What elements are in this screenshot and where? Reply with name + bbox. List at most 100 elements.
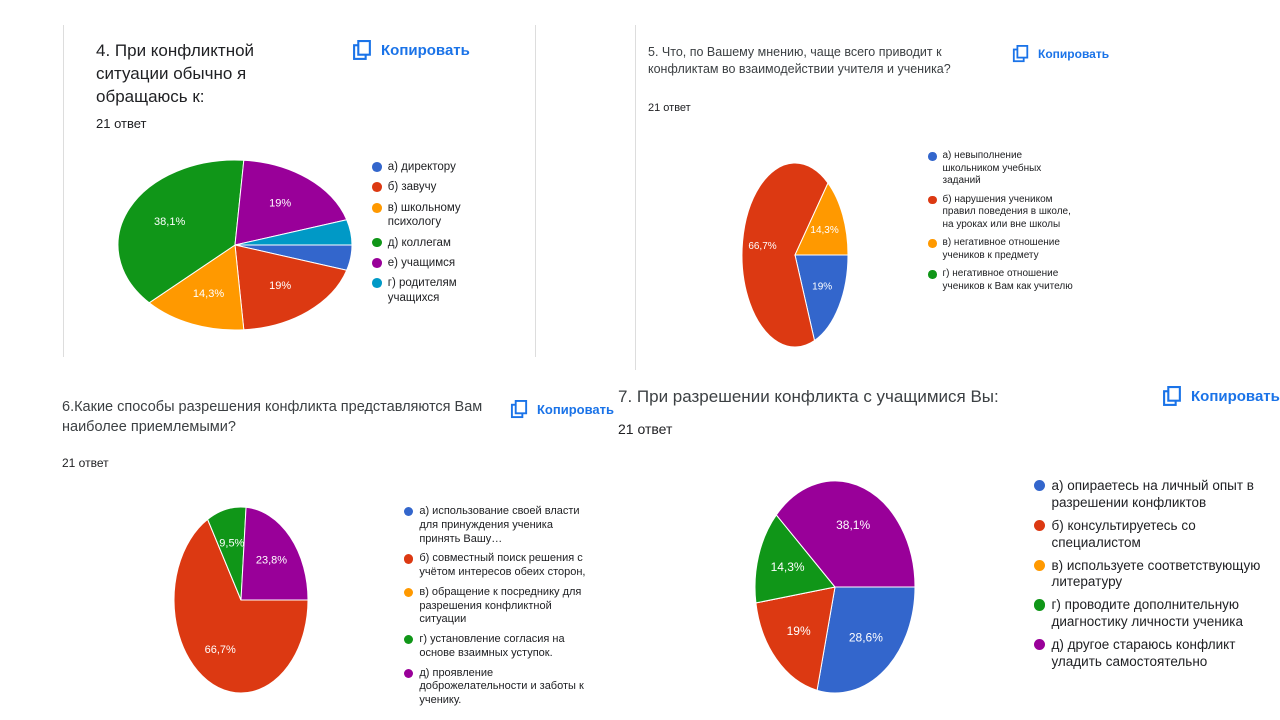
legend-swatch — [928, 270, 937, 279]
slice-label: 38,1% — [836, 518, 870, 532]
legend-swatch — [372, 278, 382, 289]
legend-label: а) невыполнение школьником учебных задан… — [942, 150, 1042, 186]
pie-slice — [794, 254, 849, 342]
response-count: 21 ответ — [96, 116, 147, 131]
chart-title: 6.Какие способы разрешения конфликта пре… — [62, 399, 483, 435]
slice-label: 66,7% — [205, 644, 236, 656]
slice-label: 38,1% — [154, 216, 185, 228]
legend-label: г) негативное отношение учеников к Вам к… — [942, 268, 1073, 292]
copy-icon — [353, 40, 371, 60]
copy-button[interactable]: Копировать — [510, 400, 614, 419]
legend-label: б) нарушения учеником правил поведения в… — [942, 193, 1071, 230]
legend-swatch — [404, 507, 414, 517]
copy-label: Копировать — [1191, 388, 1280, 405]
legend-swatch — [1034, 639, 1046, 651]
pie-slice — [240, 506, 309, 601]
slice-label: 14,3% — [810, 225, 838, 236]
pie-slice — [816, 586, 916, 694]
pie-slice — [754, 514, 836, 604]
legend-label: а) использование своей власти для принуж… — [419, 505, 580, 545]
copy-button[interactable]: Копировать — [1012, 45, 1109, 63]
legend-swatch — [404, 554, 414, 564]
legend-label: е) учащимся — [387, 256, 456, 269]
copy-label: Копировать — [537, 402, 615, 417]
legend: а) использование своей власти для принуж… — [404, 505, 589, 714]
pie-slice — [794, 182, 849, 256]
legend-item: в) негативное отношение учеников к предм… — [928, 237, 1073, 262]
legend-label: а) опираетесь на личный опыт в разрешени… — [1051, 478, 1254, 510]
legend: а) невыполнение школьником учебных задан… — [928, 150, 1073, 299]
slice-label: 19% — [812, 282, 832, 293]
copy-button[interactable]: Копировать — [1162, 386, 1280, 407]
legend-swatch — [928, 195, 937, 204]
legend-label: в) используете соответствующую литератур… — [1051, 557, 1261, 590]
pie-slice — [148, 244, 245, 331]
legend-item: в) используете соответствующую литератур… — [1034, 558, 1264, 592]
response-count: 21 ответ — [62, 456, 109, 470]
legend-label: в) обращение к посреднику для разрешения… — [419, 585, 582, 626]
legend-item: а) невыполнение школьником учебных задан… — [928, 150, 1073, 188]
pie-slice — [234, 219, 353, 246]
pie-slice — [234, 244, 348, 331]
legend-item: б) совместный поиск решения с учётом инт… — [404, 552, 589, 580]
copy-icon — [1012, 45, 1029, 63]
pie-slice — [234, 159, 348, 246]
pie-slice — [741, 162, 829, 348]
legend-item: г) родителям учащихся — [372, 276, 497, 305]
slice-label: 14,3% — [771, 560, 805, 574]
legend-item: г) установление согласия на основе взаим… — [404, 633, 589, 661]
legend-swatch — [1034, 480, 1046, 492]
divider — [535, 25, 536, 357]
legend-label: г) установление согласия на основе взаим… — [419, 633, 565, 659]
legend-swatch — [928, 152, 937, 161]
legend-label: д) другое стараюсь конфликт уладить само… — [1051, 637, 1236, 669]
slice-label: 28,6% — [849, 631, 883, 645]
pie-slice — [755, 586, 836, 691]
legend-swatch — [372, 182, 382, 193]
legend-label: в) школьному психологу — [387, 201, 461, 229]
legend-item: д) проявление доброжелательности и забот… — [404, 667, 589, 708]
legend: а) опираетесь на личный опыт в разрешени… — [1034, 478, 1264, 677]
legend-item: а) использование своей власти для принуж… — [404, 505, 589, 546]
legend-item: г) проводите дополнительную диагностику … — [1034, 597, 1264, 631]
legend-item: а) опираетесь на личный опыт в разрешени… — [1034, 478, 1264, 512]
response-count: 21 ответ — [618, 421, 673, 437]
legend-label: б) совместный поиск решения с учётом инт… — [419, 552, 586, 578]
pie-slice — [775, 480, 916, 588]
legend-label: г) родителям учащихся — [387, 277, 457, 304]
slice-label: 66,7% — [748, 241, 776, 252]
legend-swatch — [372, 162, 382, 172]
legend-label: б) консультируетесь со специалистом — [1051, 517, 1196, 550]
legend-item: в) обращение к посреднику для разрешения… — [404, 586, 589, 627]
copy-icon — [1163, 386, 1181, 406]
slice-label: 23,8% — [256, 555, 287, 567]
copy-label: Копировать — [1038, 47, 1110, 61]
legend-swatch — [372, 202, 382, 213]
legend-item: б) завучу — [372, 180, 497, 194]
legend-item: в) школьному психологу — [372, 201, 497, 230]
response-count: 21 ответ — [648, 102, 691, 114]
legend-swatch — [404, 587, 414, 598]
slice-label: 19% — [787, 624, 811, 638]
divider — [63, 25, 64, 357]
legend-label: в) негативное отношение учеников к предм… — [942, 237, 1060, 261]
pie-slice — [173, 518, 309, 694]
legend-item: б) нарушения учеником правил поведения в… — [928, 194, 1073, 232]
legend-swatch — [928, 239, 937, 248]
legend-swatch — [372, 257, 382, 268]
legend-item: д) коллегам — [372, 236, 497, 250]
chart-title: 4. При конфликтной ситуации обычно я обр… — [96, 41, 255, 106]
chart-title: 7. При разрешении конфликта с учащимися … — [618, 387, 999, 406]
chart-title: 5. Что, по Вашему мнению, чаще всего при… — [648, 45, 951, 76]
slice-label: 19% — [269, 280, 291, 292]
divider — [635, 25, 636, 370]
slice-label: 19% — [269, 198, 291, 210]
copy-icon — [510, 400, 528, 419]
legend-label: д) проявление доброжелательности и забот… — [419, 666, 584, 707]
legend-item: е) учащимся — [372, 256, 497, 270]
legend-swatch — [404, 635, 414, 645]
legend-label: д) коллегам — [387, 236, 451, 249]
copy-button[interactable]: Копировать — [352, 40, 470, 61]
